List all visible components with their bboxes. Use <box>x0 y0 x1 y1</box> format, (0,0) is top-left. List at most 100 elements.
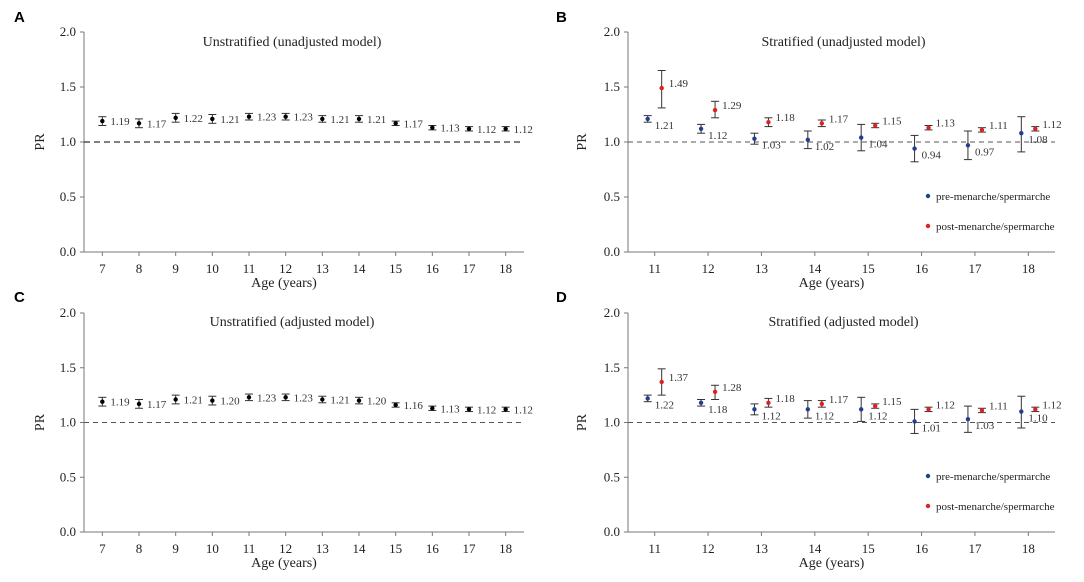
x-tick-label: 11 <box>243 261 256 276</box>
panel-c: C 0.0 0.5 1.0 1.5 2.0 7 8 9 10 11 12 13 14 15 16 17 18 Uns… <box>14 289 533 571</box>
y-tick-label: 2.0 <box>60 24 76 39</box>
x-axis-title: Age (years) <box>251 276 317 291</box>
data-label: 1.23 <box>294 392 314 404</box>
legend-label: pre-menarche/spermarche <box>936 191 1050 203</box>
data-point <box>819 401 825 407</box>
x-tick-label: 18 <box>1022 541 1035 556</box>
chart-title: Unstratified (adjusted model) <box>210 315 375 330</box>
legend-label: post-menarche/spermarche <box>936 221 1055 233</box>
data-label: 1.02 <box>815 141 834 153</box>
data-point <box>100 118 105 124</box>
x-tick-label: 13 <box>755 261 768 276</box>
data-point <box>393 402 398 408</box>
chart-title: Unstratified (unadjusted model) <box>203 35 382 50</box>
data-label: 1.23 <box>257 112 277 124</box>
data-point <box>393 121 398 126</box>
y-tick-label: 1.0 <box>604 415 620 430</box>
x-tick-label: 16 <box>426 261 440 276</box>
data-label: 1.16 <box>404 400 424 412</box>
data-point <box>173 397 178 402</box>
data-label: 1.17 <box>147 118 167 130</box>
legend-marker <box>925 223 931 229</box>
series-post-menarche-spermarche: 1.49 1.29 1.18 1.17 1.15 1.13 1.11 1.12 <box>657 70 1062 133</box>
x-tick-label: 7 <box>99 541 106 556</box>
data-label: 1.04 <box>868 139 888 151</box>
data-label: 1.23 <box>294 112 314 124</box>
data-label: 1.10 <box>1028 413 1048 425</box>
series-overall: 1.19 1.17 1.22 1.21 1.23 1.23 1.21 1.21 1.17 1.13… <box>98 112 533 136</box>
series-pre-menarche-spermarche: 1.22 1.18 1.12 1.12 1.12 1.01 1.03 1.10 <box>643 394 1048 434</box>
data-point <box>659 85 664 91</box>
legend-marker <box>925 473 931 479</box>
data-point <box>210 116 215 122</box>
data-label: 1.11 <box>989 120 1008 132</box>
y-axis-title: PR <box>575 413 590 431</box>
x-tick-label: 17 <box>968 541 982 556</box>
series-pre-menarche-spermarche: 1.21 1.12 1.03 1.02 1.04 0.94 0.97 1.08 <box>643 115 1048 163</box>
data-label: 1.20 <box>367 396 387 408</box>
y-tick-label: 2.0 <box>60 305 76 320</box>
data-point <box>466 407 472 412</box>
data-point <box>246 114 252 119</box>
data-label: 1.08 <box>1028 134 1048 146</box>
x-tick-label: 18 <box>1022 261 1035 276</box>
data-point <box>100 399 105 404</box>
data-label: 1.13 <box>440 123 460 135</box>
y-tick-label: 1.5 <box>60 360 76 375</box>
data-point <box>698 126 704 131</box>
x-tick-label: 14 <box>808 261 822 276</box>
data-point <box>136 401 142 407</box>
y-tick-label: 1.5 <box>60 79 76 94</box>
data-point <box>645 396 650 401</box>
data-label: 1.15 <box>882 396 902 408</box>
y-tick-label: 1.5 <box>604 79 620 94</box>
y-tick-label: 0.5 <box>60 469 76 484</box>
y-tick-label: 0.5 <box>604 469 620 484</box>
data-point <box>1033 126 1038 131</box>
x-tick-label: 18 <box>499 541 512 556</box>
data-point <box>965 143 971 148</box>
data-label: 1.12 <box>1042 399 1061 411</box>
legend: pre-menarche/spermarche post-menarche/spe… <box>925 471 1055 513</box>
x-tick-label: 15 <box>862 541 875 556</box>
y-axis-title: PR <box>33 133 48 151</box>
x-tick-label: 16 <box>915 541 929 556</box>
series-post-menarche-spermarche: 1.37 1.28 1.18 1.17 1.15 1.12 1.11 1.12 <box>657 368 1062 414</box>
y-tick-label: 2.0 <box>604 305 620 320</box>
data-point <box>858 135 864 140</box>
data-point <box>752 136 757 141</box>
data-label: 1.13 <box>936 118 956 130</box>
y-tick-label: 0.0 <box>604 244 620 259</box>
data-point <box>698 400 704 405</box>
data-label: 1.12 <box>815 410 834 422</box>
y-axis-title: PR <box>33 413 48 431</box>
panel-a: A 0.0 0.5 1.0 1.5 2.0 7 8 9 10 11 12 13 14 15 16 17 18 Uns… <box>14 9 533 291</box>
data-label: 1.13 <box>440 403 460 415</box>
panel-letter: C <box>14 289 25 306</box>
data-label: 1.17 <box>147 399 167 411</box>
data-label: 1.17 <box>404 118 424 130</box>
x-tick-label: 9 <box>172 541 179 556</box>
data-point <box>872 403 878 409</box>
data-label: 1.22 <box>655 399 674 411</box>
x-tick-label: 12 <box>702 261 715 276</box>
data-point <box>766 400 771 405</box>
data-point <box>210 398 215 403</box>
x-tick-label: 8 <box>136 261 143 276</box>
data-label: 1.12 <box>708 130 727 142</box>
data-point <box>912 146 917 151</box>
data-label: 1.21 <box>184 395 203 407</box>
data-point <box>356 116 362 122</box>
x-tick-label: 17 <box>968 261 982 276</box>
x-tick-label: 14 <box>353 261 367 276</box>
x-tick-label: 15 <box>862 261 875 276</box>
data-point <box>712 389 718 395</box>
data-label: 1.12 <box>1042 119 1061 131</box>
data-point <box>766 120 771 125</box>
data-point <box>503 126 508 131</box>
data-label: 1.12 <box>868 410 887 422</box>
data-label: 1.49 <box>669 78 689 90</box>
panel-b: B 0.0 0.5 1.0 1.5 2.0 11 12 13 14 15 16 17 18 Stratifi… <box>556 9 1062 291</box>
data-point <box>926 407 931 412</box>
data-point <box>659 379 664 385</box>
